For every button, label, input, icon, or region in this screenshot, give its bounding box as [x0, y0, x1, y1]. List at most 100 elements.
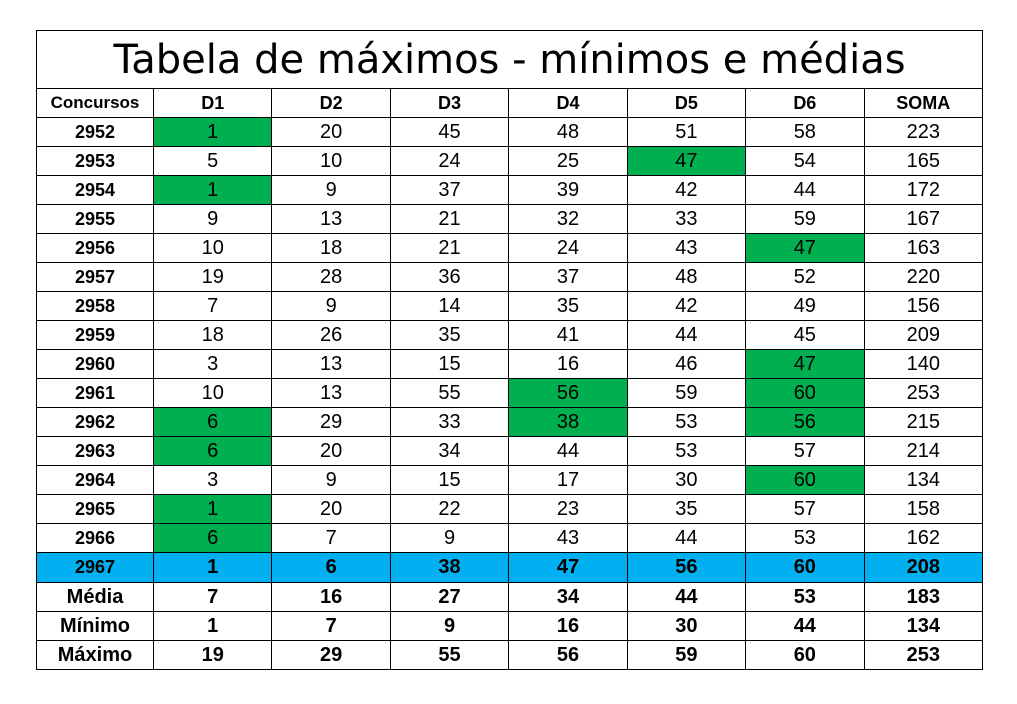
latest-value-cell: 38 — [389, 552, 510, 583]
header-cell-concursos: Concursos — [36, 88, 154, 118]
value-cell: 26 — [271, 320, 391, 350]
header-cell-d3: D3 — [389, 88, 510, 118]
value-cell: 51 — [626, 117, 747, 147]
value-cell: 3 — [152, 465, 273, 495]
value-cell: 57 — [745, 494, 865, 524]
highlighted-value-cell: 60 — [745, 465, 865, 495]
header-row: Concursos D1 D2 D3 D4 D5 D6 SOMA — [36, 88, 984, 118]
value-cell: 20 — [271, 436, 391, 466]
latest-value-cell: 1 — [152, 552, 273, 583]
value-cell: 158 — [863, 494, 984, 524]
value-cell: 7 — [152, 291, 273, 321]
highlighted-value-cell: 60 — [745, 378, 865, 408]
value-cell: 16 — [508, 349, 628, 379]
value-cell: 25 — [508, 146, 628, 176]
concurso-cell: 2956 — [36, 233, 154, 263]
value-cell: 57 — [745, 436, 865, 466]
stat-value-cell: 253 — [863, 640, 984, 670]
highlighted-value-cell: 1 — [152, 175, 273, 205]
value-cell: 13 — [271, 204, 391, 234]
latest-value-cell: 56 — [626, 552, 747, 583]
value-cell: 48 — [508, 117, 628, 147]
table-row: 2963 6 20 34 44 53 57 214 — [36, 436, 984, 466]
stat-value-cell: 30 — [626, 611, 747, 641]
value-cell: 165 — [863, 146, 984, 176]
value-cell: 48 — [626, 262, 747, 292]
value-cell: 55 — [389, 378, 510, 408]
value-cell: 58 — [745, 117, 865, 147]
table-row: 2965 1 20 22 23 35 57 158 — [36, 494, 984, 524]
table-row: 2961 10 13 55 56 59 60 253 — [36, 378, 984, 408]
table-row: 2962 6 29 33 38 53 56 215 — [36, 407, 984, 437]
value-cell: 43 — [508, 523, 628, 553]
highlighted-value-cell: 47 — [626, 146, 747, 176]
value-cell: 35 — [508, 291, 628, 321]
value-cell: 53 — [745, 523, 865, 553]
concurso-cell: 2957 — [36, 262, 154, 292]
latest-value-cell: 60 — [745, 552, 865, 583]
value-cell: 54 — [745, 146, 865, 176]
value-cell: 52 — [745, 262, 865, 292]
stats-table: Tabela de máximos - mínimos e médias Con… — [35, 30, 984, 670]
table-row: 2960 3 13 15 16 46 47 140 — [36, 349, 984, 379]
stat-label-cell: Máximo — [36, 640, 154, 670]
value-cell: 156 — [863, 291, 984, 321]
stat-value-cell: 44 — [626, 582, 747, 612]
value-cell: 10 — [152, 233, 273, 263]
value-cell: 41 — [508, 320, 628, 350]
value-cell: 140 — [863, 349, 984, 379]
header-cell-d1: D1 — [152, 88, 273, 118]
value-cell: 163 — [863, 233, 984, 263]
stat-value-cell: 16 — [271, 582, 391, 612]
value-cell: 43 — [626, 233, 747, 263]
value-cell: 10 — [271, 146, 391, 176]
stat-value-cell: 27 — [389, 582, 510, 612]
concurso-cell: 2955 — [36, 204, 154, 234]
value-cell: 45 — [745, 320, 865, 350]
value-cell: 9 — [271, 291, 391, 321]
value-cell: 33 — [389, 407, 510, 437]
table-row: 2954 1 9 37 39 42 44 172 — [36, 175, 984, 205]
value-cell: 20 — [271, 494, 391, 524]
value-cell: 19 — [152, 262, 273, 292]
stat-label-cell: Mínimo — [36, 611, 154, 641]
concurso-cell: 2963 — [36, 436, 154, 466]
table-row: 2953 5 10 24 25 47 54 165 — [36, 146, 984, 176]
concurso-cell: 2964 — [36, 465, 154, 495]
value-cell: 37 — [389, 175, 510, 205]
value-cell: 32 — [508, 204, 628, 234]
stat-value-cell: 44 — [745, 611, 865, 641]
value-cell: 18 — [271, 233, 391, 263]
value-cell: 36 — [389, 262, 510, 292]
stat-value-cell: 59 — [626, 640, 747, 670]
concurso-cell: 2966 — [36, 523, 154, 553]
stat-value-cell: 56 — [508, 640, 628, 670]
value-cell: 39 — [508, 175, 628, 205]
header-cell-d5: D5 — [626, 88, 747, 118]
value-cell: 9 — [271, 465, 391, 495]
value-cell: 15 — [389, 465, 510, 495]
value-cell: 34 — [389, 436, 510, 466]
value-cell: 172 — [863, 175, 984, 205]
value-cell: 42 — [626, 175, 747, 205]
concurso-cell: 2953 — [36, 146, 154, 176]
value-cell: 223 — [863, 117, 984, 147]
value-cell: 44 — [626, 523, 747, 553]
concurso-cell: 2961 — [36, 378, 154, 408]
stat-value-cell: 34 — [508, 582, 628, 612]
value-cell: 42 — [626, 291, 747, 321]
value-cell: 220 — [863, 262, 984, 292]
value-cell: 45 — [389, 117, 510, 147]
stat-value-cell: 55 — [389, 640, 510, 670]
table-title: Tabela de máximos - mínimos e médias — [35, 30, 984, 89]
highlighted-value-cell: 47 — [745, 349, 865, 379]
value-cell: 17 — [508, 465, 628, 495]
stat-label-cell: Média — [36, 582, 154, 612]
value-cell: 167 — [863, 204, 984, 234]
stat-value-cell: 9 — [389, 611, 510, 641]
value-cell: 209 — [863, 320, 984, 350]
table-row: 2956 10 18 21 24 43 47 163 — [36, 233, 984, 263]
stat-row: Média 7 16 27 34 44 53 183 — [36, 582, 984, 612]
highlighted-value-cell: 6 — [152, 407, 273, 437]
table-row: 2955 9 13 21 32 33 59 167 — [36, 204, 984, 234]
